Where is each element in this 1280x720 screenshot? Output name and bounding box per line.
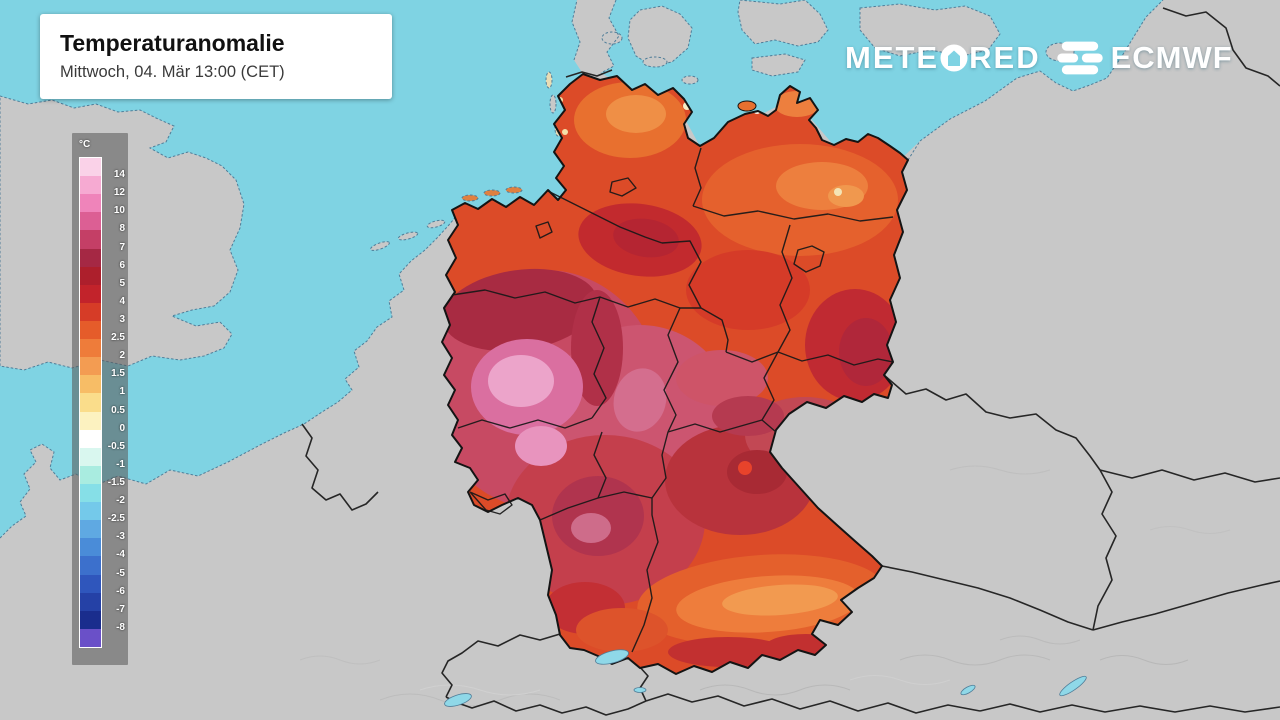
anomaly-field (442, 74, 908, 674)
legend-color-band (80, 176, 101, 195)
legend-color-band (80, 628, 101, 647)
legend-color-band (80, 284, 101, 303)
legend-color-band (80, 411, 101, 430)
legend-color-band (80, 465, 101, 484)
legend-color-band (80, 556, 101, 575)
legend-tick-label: 2.5 (111, 332, 125, 344)
legend-unit: °C (79, 139, 91, 150)
germany-border (441, 73, 909, 675)
legend-color-band (80, 302, 101, 321)
legend-color-band (80, 538, 101, 557)
legend-color-band (80, 266, 101, 285)
legend-color-band (80, 248, 101, 267)
legend-tick-label: -4 (116, 549, 125, 561)
legend-tick-label: 6 (119, 259, 125, 271)
terrain-shading (299, 465, 1231, 707)
legend-tick-label: -5 (116, 567, 125, 579)
legend-color-band (80, 447, 101, 466)
legend-color-band (80, 610, 101, 629)
legend-tick-label: -8 (116, 621, 125, 633)
legend-tick-label: 7 (119, 241, 125, 253)
ecmwf-globe-icon (1056, 41, 1103, 75)
legend-color-band (80, 320, 101, 340)
meteored-text-prefix: METE (845, 40, 940, 75)
legend-color-band (80, 483, 101, 503)
legend-color-band (80, 429, 101, 448)
legend-tick-label: -1 (116, 458, 125, 470)
meteored-logo: METE RED (845, 40, 1041, 76)
legend-color-band (80, 158, 101, 177)
meteored-o-icon (940, 44, 968, 72)
legend-tick-label: 1 (119, 386, 125, 398)
legend-color-band (80, 230, 101, 249)
legend-tick-label: 14 (113, 169, 125, 181)
islands (370, 0, 1075, 251)
legend-tick-label: 3 (119, 314, 125, 325)
fehmarn-island (737, 100, 757, 112)
branding: METE RED ECMWF (845, 38, 1233, 78)
legend-tick-label: -0.5 (107, 440, 125, 452)
state-borders (451, 147, 894, 653)
legend-color-band (80, 212, 101, 231)
country-borders (301, 7, 1280, 716)
legend-tick-label: 10 (113, 205, 125, 217)
legend-tick-label: -6 (116, 585, 125, 597)
coastlines (0, 0, 1164, 539)
legend-tick-label: 0.5 (111, 404, 125, 416)
legend-tick-label: -1.5 (107, 477, 125, 488)
legend-color-band (80, 375, 101, 394)
legend-tick-label: 8 (119, 223, 125, 235)
legend-tick-label: -2 (116, 495, 125, 507)
legend-tick-label: -3 (116, 531, 125, 543)
legend-color-band (80, 502, 101, 521)
legend-tick-label: 2 (119, 350, 125, 362)
legend-tick-label: 4 (119, 295, 125, 307)
legend-color-band (80, 194, 101, 213)
legend-color-band (80, 592, 101, 611)
legend-ticks: 14 12 10 8 7 6 5 4 3 2.5 2 1.5 1 0.5 0 -0.5 -1 -1.5 -2 -2.5… (105, 157, 125, 646)
map-timestamp: Mittwoch, 04. Mär 13:00 (CET) (60, 63, 285, 81)
legend-tick-label: -7 (116, 603, 125, 615)
legend-color-band (80, 357, 101, 376)
legend-tick-label: 0 (119, 422, 125, 434)
legend-tick-label: 12 (113, 187, 125, 199)
color-scale-legend: °C 14 12 10 8 7 6 5 4 3 2.5 2 1.5 1 0.5 0 -0.5 -1 -1.5 -2 -… (72, 133, 128, 665)
ecmwf-label: ECMWF (1110, 40, 1233, 75)
legend-bar (79, 157, 102, 648)
lakes (444, 649, 1087, 707)
legend-color-band (80, 520, 101, 539)
legend-tick-label: 5 (119, 277, 125, 289)
legend-tick-label: 1.5 (111, 368, 125, 380)
meteored-text-suffix: RED (969, 40, 1041, 75)
legend-color-band (80, 393, 101, 412)
legend-color-band (80, 574, 101, 593)
map-title: Temperaturanomalie (60, 30, 285, 56)
title-card: Temperaturanomalie Mittwoch, 04. Mär 13:… (40, 14, 392, 99)
legend-color-band (80, 339, 101, 358)
legend-tick-label: -2.5 (107, 513, 125, 525)
